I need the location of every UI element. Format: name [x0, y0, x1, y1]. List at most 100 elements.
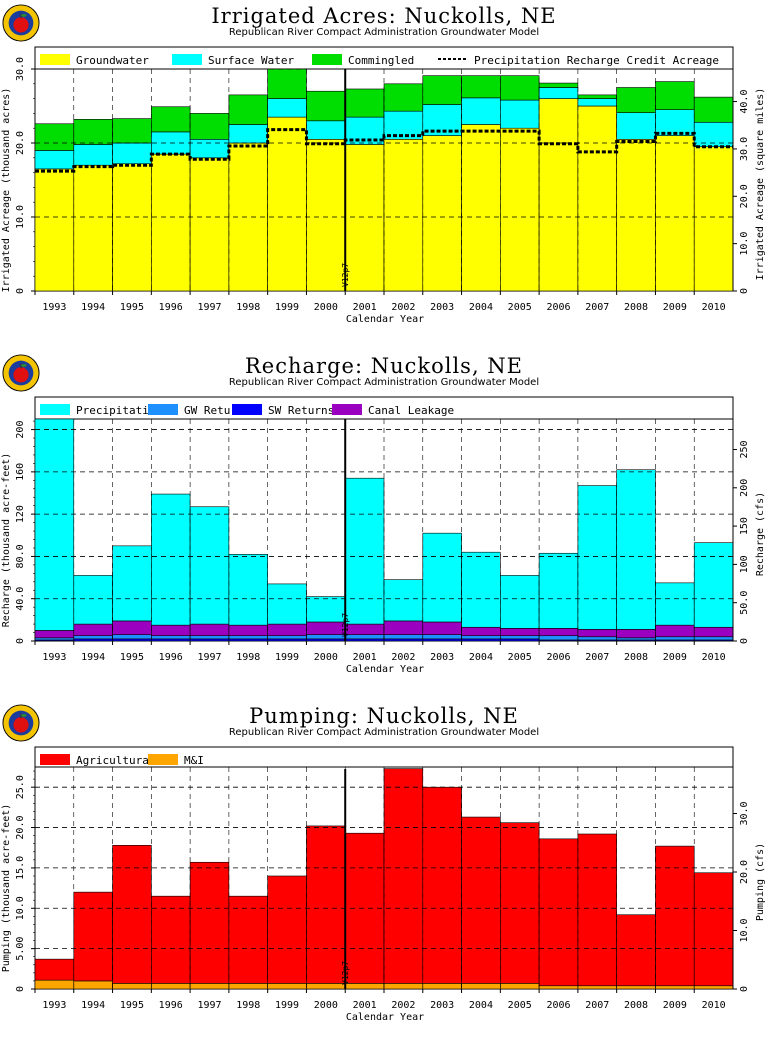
bar-segment — [34, 123, 75, 151]
legend-swatch — [40, 54, 70, 65]
x-tick-label: 2009 — [663, 302, 687, 313]
bar-segment — [538, 87, 579, 99]
bar-segment — [577, 833, 617, 987]
y-axis-label: Recharge (thousand acre-feet) — [1, 453, 12, 628]
legend-swatch — [40, 404, 70, 415]
bar-segment — [500, 638, 540, 642]
x-tick-label: 1993 — [42, 652, 66, 663]
bar-segment — [461, 97, 501, 125]
bar-segment — [267, 638, 307, 642]
bar-segment — [306, 90, 346, 122]
bar-segment — [267, 983, 307, 990]
bar-segment — [112, 634, 152, 640]
bar-segment — [34, 630, 75, 639]
x-tick-label: 2000 — [314, 302, 338, 313]
bar-segment — [693, 636, 734, 641]
chart-title: Pumping: Nuckolls, NE — [249, 704, 519, 728]
x-tick-label: 2010 — [702, 1000, 726, 1011]
x-tick-label: 2002 — [391, 1000, 415, 1011]
bar-segment — [538, 635, 579, 641]
bar-segment — [693, 96, 734, 123]
x-tick-label: 2008 — [624, 1000, 648, 1011]
apple-logo-icon — [2, 704, 40, 742]
bar-segment — [306, 983, 346, 990]
bar-segment — [693, 872, 734, 987]
bar-segment — [655, 636, 695, 641]
x-tick-label: 2007 — [585, 302, 609, 313]
bar-segment — [500, 575, 540, 629]
bar-segment — [577, 985, 617, 990]
bar-segment — [344, 88, 385, 118]
credit-acreage-line — [35, 128, 733, 173]
bar-segment — [344, 144, 385, 292]
bar-segment — [112, 620, 152, 635]
bar-segment — [267, 583, 307, 625]
x-tick-label: 1999 — [275, 1000, 299, 1011]
legend-label: Agricultural — [76, 754, 155, 767]
x-tick-label: 1999 — [275, 302, 299, 313]
x-tick-label: 2003 — [430, 1000, 454, 1011]
chart-subtitle: Republican River Compact Administration … — [228, 727, 540, 738]
bar-segment — [73, 164, 113, 292]
y2-tick-label: 200 — [739, 479, 750, 497]
x-tick-label: 1996 — [159, 1000, 183, 1011]
y2-tick-label: 30.0 — [739, 801, 750, 825]
y-axis-label: Irrigated Acreage (thousand acres) — [1, 88, 12, 293]
bar-segment — [112, 163, 152, 292]
x-tick-label: 1994 — [81, 652, 105, 663]
bar-segment — [73, 980, 113, 990]
bar-segment — [151, 106, 191, 133]
x-tick-label: 2002 — [391, 652, 415, 663]
bar-segment — [422, 786, 462, 984]
pumping-panel: Pumping: Nuckolls, NE Republican River C… — [0, 700, 768, 1041]
bar-segment — [151, 153, 191, 292]
bar-segment — [383, 983, 424, 990]
bar-segment — [228, 624, 268, 637]
bar-segment — [383, 139, 424, 292]
bar-segment — [306, 621, 346, 635]
bar-segment — [616, 469, 656, 630]
legend-swatch — [148, 404, 178, 415]
bar-segment — [655, 81, 695, 111]
bar-segment — [228, 94, 268, 125]
y2-axis-label: Irrigated Acreage (square miles) — [755, 88, 766, 281]
bar-segment — [228, 895, 268, 984]
bar-segment — [344, 634, 385, 640]
bar-segment — [306, 825, 346, 984]
x-tick-label: 1995 — [120, 1000, 144, 1011]
y2-axis-label: Pumping (cfs) — [755, 843, 766, 921]
x-tick-label: 2005 — [508, 302, 532, 313]
x-tick-label: 2001 — [353, 1000, 377, 1011]
bar-segment — [577, 636, 617, 641]
bar-segment — [461, 983, 501, 990]
bar-segment — [267, 875, 307, 984]
y2-tick-label: 100 — [739, 555, 750, 573]
x-axis-label: Calendar Year — [346, 664, 424, 675]
bar-segment — [693, 146, 734, 292]
bar-segment — [73, 638, 113, 642]
legend-label: Groundwater — [76, 54, 149, 67]
bar-segment — [306, 120, 346, 140]
legend-label: Commingled — [348, 54, 414, 67]
bar-segment — [655, 135, 695, 292]
y2-tick-label: 20.0 — [739, 860, 750, 884]
bar-segment — [616, 914, 656, 987]
x-tick-label: 2001 — [353, 302, 377, 313]
bar-segment — [306, 139, 346, 292]
y-tick-label: 40.0 — [15, 587, 26, 611]
legend-label: Surface Water — [208, 54, 294, 67]
bar-segment — [34, 637, 75, 641]
bar-segment — [500, 99, 540, 129]
y-tick-label: 200 — [15, 421, 26, 439]
bar-segment — [577, 105, 617, 292]
bar-segment — [267, 116, 307, 292]
x-tick-label: 2006 — [546, 652, 570, 663]
x-axis-label: Calendar Year — [346, 314, 424, 325]
bar-segment — [461, 816, 501, 984]
y2-tick-label: 40.0 — [739, 90, 750, 114]
bar-segment — [693, 626, 734, 638]
bar-segment — [267, 635, 307, 640]
bar-segment — [616, 139, 656, 292]
y2-tick-label: 50.0 — [739, 591, 750, 615]
